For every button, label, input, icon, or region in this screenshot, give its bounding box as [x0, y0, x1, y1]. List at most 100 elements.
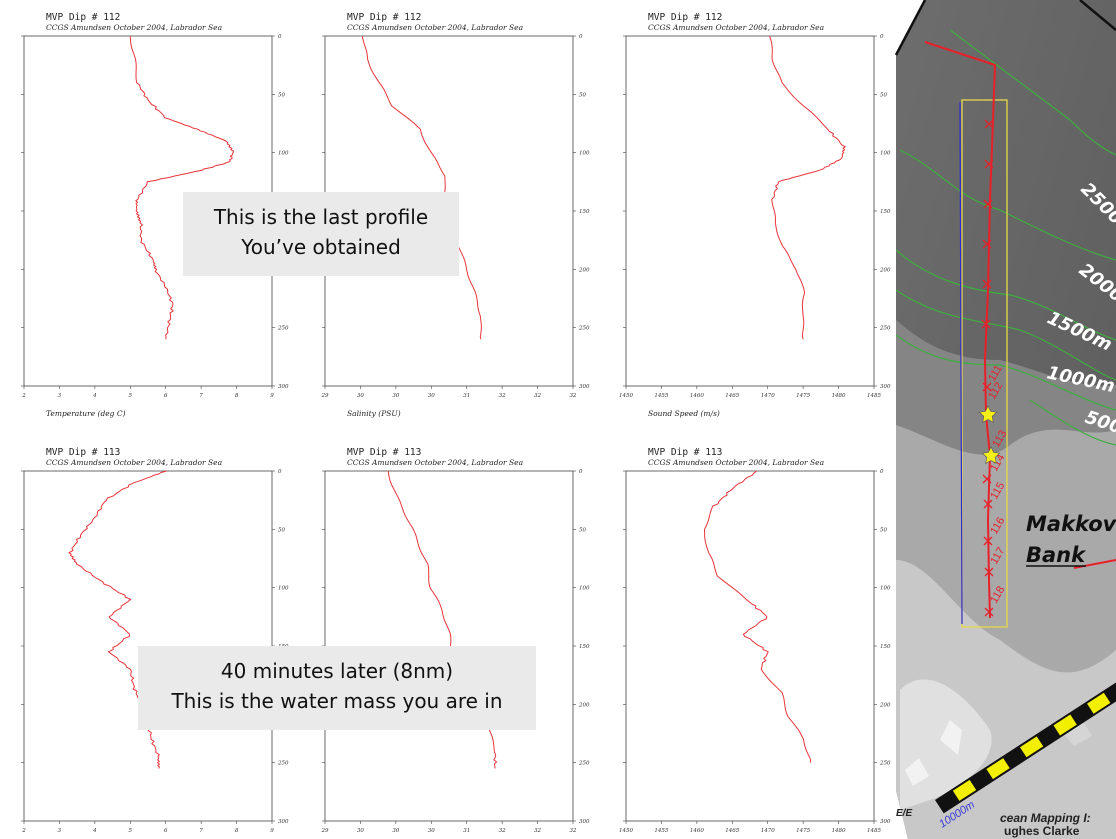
- y-tick-label: 200: [578, 267, 590, 273]
- y-tick-label: 200: [879, 267, 891, 273]
- y-tick-label: 250: [277, 326, 289, 332]
- y-tick-label: 100: [579, 151, 590, 157]
- x-tick-label: 1475: [796, 393, 810, 399]
- y-tick-label: 100: [880, 151, 891, 157]
- x-tick-label: 8: [235, 393, 239, 399]
- y-tick-label: 0: [579, 469, 583, 475]
- y-tick-label: 300: [579, 384, 590, 390]
- y-tick-label: 200: [879, 702, 891, 708]
- x-tick-label: 4: [92, 393, 97, 399]
- x-tick-label: 1480: [832, 828, 846, 834]
- x-tick-label: 1470: [761, 393, 775, 399]
- plot-subtitle: CCGS Amundsen October 2004, Labrador Sea: [347, 23, 523, 32]
- y-tick-label: 100: [880, 586, 891, 592]
- x-tick-label: 2: [21, 828, 26, 834]
- x-tick-label: 1450: [619, 393, 633, 399]
- callout-40-minutes-later: 40 minutes later (8nm) This is the water…: [138, 646, 536, 730]
- x-tick-label: 31: [463, 393, 470, 399]
- x-tick-label: 9: [270, 393, 274, 399]
- x-tick-label: 30: [392, 393, 399, 399]
- y-tick-label: 250: [879, 326, 891, 332]
- x-tick-label: 30: [357, 393, 364, 399]
- plot-frame: [625, 470, 875, 822]
- y-tick-label: 50: [880, 527, 887, 533]
- y-tick-label: 150: [880, 209, 891, 215]
- y-tick-label: 50: [880, 92, 887, 98]
- x-tick-label: 30: [428, 828, 435, 834]
- x-tick-label: 3: [58, 828, 62, 834]
- y-tick-label: 300: [278, 384, 289, 390]
- x-tick-label: 4: [92, 828, 97, 834]
- x-tick-label: 7: [199, 828, 203, 834]
- y-tick-label: 0: [880, 34, 884, 40]
- x-tick-label: 8: [235, 828, 239, 834]
- y-tick-label: 250: [879, 761, 891, 767]
- callout-line-2: You’ve obtained: [241, 235, 401, 259]
- x-tick-label: 32: [570, 393, 577, 399]
- x-tick-label: 30: [392, 828, 399, 834]
- x-tick-label: 9: [270, 828, 274, 834]
- x-axis-label: Salinity (PSU): [347, 409, 401, 418]
- x-tick-label: 32: [499, 393, 506, 399]
- x-tick-label: 5: [129, 393, 133, 399]
- callout-line-1: 40 minutes later (8nm): [220, 659, 454, 683]
- plot-title: MVP Dip # 112: [648, 12, 722, 23]
- x-tick-label: 30: [428, 393, 435, 399]
- plot-title: MVP Dip # 113: [648, 447, 722, 458]
- y-tick-label: 150: [579, 209, 590, 215]
- plot-title: MVP Dip # 113: [46, 447, 120, 458]
- y-tick-label: 300: [880, 384, 891, 390]
- x-tick-label: 1460: [690, 828, 704, 834]
- plot-subtitle: CCGS Amundsen October 2004, Labrador Sea: [648, 23, 824, 32]
- plot-subtitle: CCGS Amundsen October 2004, Labrador Sea: [46, 458, 222, 467]
- x-tick-label: 29: [321, 828, 329, 834]
- x-tick-label: 32: [570, 828, 577, 834]
- x-tick-label: 31: [463, 828, 470, 834]
- x-tick-label: 1455: [654, 828, 668, 834]
- y-tick-label: 250: [578, 326, 590, 332]
- plot-title: MVP Dip # 112: [347, 12, 421, 23]
- y-tick-label: 0: [579, 34, 583, 40]
- profile-trace: [129, 35, 235, 340]
- x-axis-label: Sound Speed (m/s): [648, 409, 720, 418]
- y-tick-label: 50: [579, 92, 586, 98]
- y-tick-label: 250: [277, 761, 289, 767]
- x-tick-label: 1460: [690, 393, 704, 399]
- x-tick-label: 1480: [832, 393, 846, 399]
- y-tick-label: 0: [278, 34, 282, 40]
- x-tick-label: 6: [164, 393, 168, 399]
- x-tick-label: 1465: [725, 828, 739, 834]
- x-tick-label: 1470: [761, 828, 775, 834]
- y-tick-label: 300: [278, 819, 289, 825]
- y-tick-label: 0: [278, 469, 282, 475]
- x-tick-label: 6: [164, 828, 168, 834]
- x-tick-label: 1450: [619, 828, 633, 834]
- x-tick-label: 7: [199, 393, 203, 399]
- y-tick-label: 150: [579, 644, 590, 650]
- plot-title: MVP Dip # 112: [46, 12, 120, 23]
- x-tick-label: 1485: [867, 393, 881, 399]
- y-tick-label: 300: [579, 819, 590, 825]
- profile-trace: [704, 470, 812, 763]
- profile-trace: [769, 35, 846, 340]
- x-axis-label: Temperature (deg C): [46, 409, 126, 418]
- y-tick-label: 150: [880, 644, 891, 650]
- x-tick-label: 32: [534, 393, 541, 399]
- y-tick-label: 300: [880, 819, 891, 825]
- x-tick-label: 29: [321, 393, 329, 399]
- y-tick-label: 100: [278, 586, 289, 592]
- y-tick-label: 250: [578, 761, 590, 767]
- x-tick-label: 3: [58, 393, 62, 399]
- y-tick-label: 50: [278, 527, 285, 533]
- x-tick-label: 2: [21, 393, 26, 399]
- callout-line-2: This is the water mass you are in: [171, 689, 503, 713]
- profile-trace: [361, 35, 482, 340]
- callout-line-1: This is the last profile: [213, 205, 429, 229]
- plot-subtitle: CCGS Amundsen October 2004, Labrador Sea: [347, 458, 523, 467]
- x-tick-label: 1465: [725, 393, 739, 399]
